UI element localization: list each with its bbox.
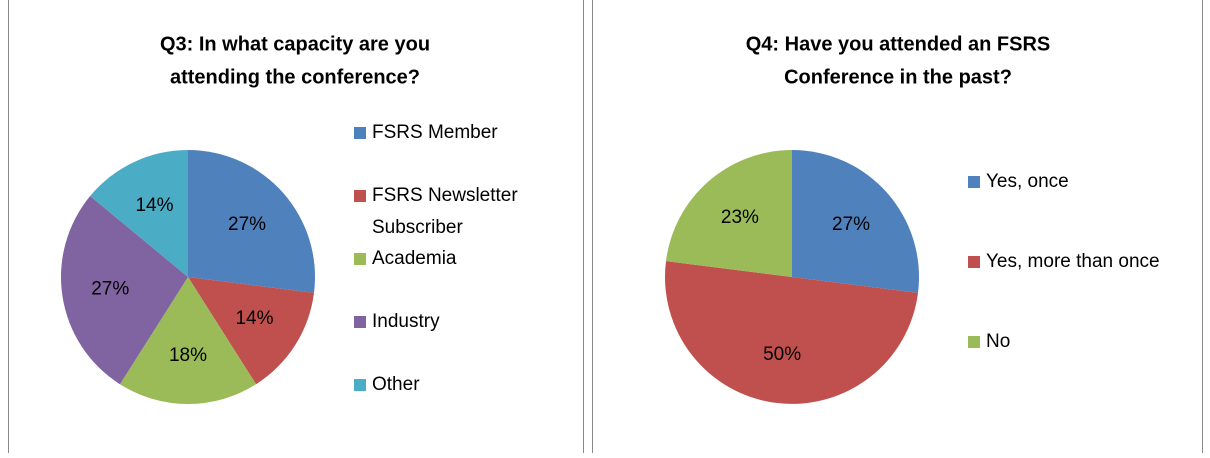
data-label: 14% bbox=[135, 195, 173, 216]
chart-title: attending the conference? bbox=[170, 66, 420, 88]
legend-label: Industry bbox=[372, 311, 440, 332]
legend-label: Academia bbox=[372, 248, 457, 269]
pie-slice bbox=[188, 277, 314, 385]
chart-title: Conference in the past? bbox=[784, 66, 1012, 88]
pie-slice bbox=[119, 277, 257, 404]
legend-label: Yes, once bbox=[986, 171, 1069, 192]
data-label: 14% bbox=[235, 308, 273, 329]
legend-label: Yes, more than once bbox=[986, 251, 1160, 272]
legend-swatch bbox=[968, 336, 980, 348]
pie-slice bbox=[188, 150, 315, 293]
legend-label: FSRS Newsletter Subscriber bbox=[372, 185, 518, 238]
pie-slice bbox=[60, 196, 189, 385]
legend-swatch bbox=[968, 256, 980, 268]
legend-label: Other bbox=[372, 374, 420, 395]
pie-slice bbox=[666, 150, 792, 277]
pie-slice bbox=[90, 150, 188, 277]
legend-swatch bbox=[968, 176, 980, 188]
data-label: 27% bbox=[832, 214, 870, 235]
data-label: 27% bbox=[228, 214, 266, 235]
pie-slice bbox=[792, 150, 919, 293]
chart-title: Q4: Have you attended an FSRS bbox=[746, 33, 1051, 55]
data-label: 50% bbox=[763, 344, 801, 365]
legend-swatch bbox=[354, 127, 366, 139]
legend-swatch bbox=[354, 190, 366, 202]
chart-title: Q3: In what capacity are you bbox=[160, 33, 430, 55]
legend-swatch bbox=[354, 253, 366, 265]
data-label: 18% bbox=[169, 345, 207, 366]
legend-swatch bbox=[354, 379, 366, 391]
legend-label: FSRS Member bbox=[372, 122, 498, 143]
pie-slice bbox=[665, 261, 918, 404]
legend-swatch bbox=[354, 316, 366, 328]
data-label: 23% bbox=[721, 207, 759, 228]
data-label: 27% bbox=[91, 278, 129, 299]
legend-label: No bbox=[986, 331, 1010, 352]
